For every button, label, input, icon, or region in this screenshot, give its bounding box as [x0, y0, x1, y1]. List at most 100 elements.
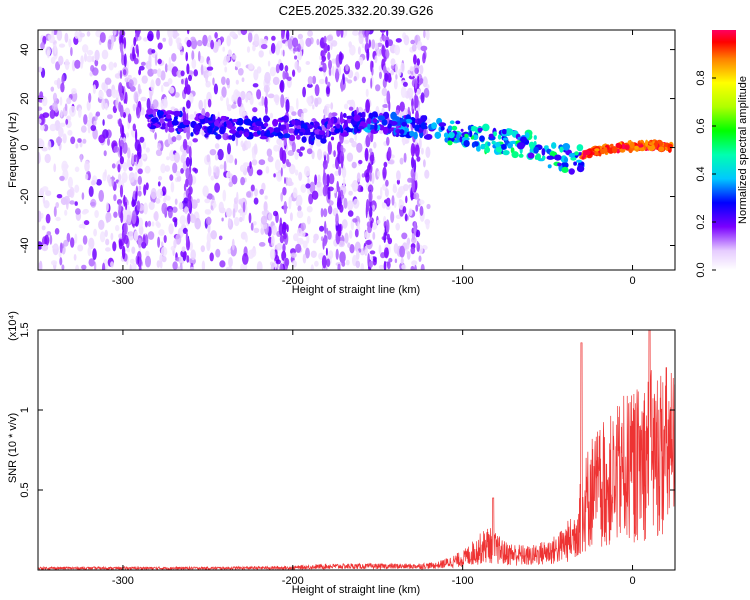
spectrogram-noise-blob: [208, 60, 212, 67]
spectrogram-signal-blob: [195, 131, 199, 135]
spectrogram-noise-blob: [358, 159, 363, 165]
snr-y-ticks: 0.5 1 1.5: [19, 322, 675, 498]
spectrogram-y-tick-label: -40: [19, 238, 31, 254]
spectrogram-noise-blob: [408, 75, 415, 80]
spectrogram-noise-blob: [51, 260, 58, 266]
spectrogram-noise-blob: [98, 189, 104, 202]
spectrogram-noise-blob: [260, 227, 265, 235]
spectrogram-noise-blob: [361, 43, 365, 48]
spectrogram-signal-blob: [393, 127, 397, 136]
spectrogram-noise-blob: [309, 181, 316, 194]
spectrogram-noise-blob: [152, 99, 159, 109]
spectrogram-noise-blob: [63, 195, 70, 205]
spectrogram-noise-blob: [369, 171, 372, 182]
spectrogram-noise-blob: [364, 249, 368, 254]
spectrogram-noise-blob: [371, 172, 375, 185]
spectrogram-noise-blob: [144, 165, 151, 174]
spectrogram-noise-blob: [279, 82, 283, 91]
spectrogram-noise-blob: [270, 235, 275, 247]
spectrogram-noise-blob: [214, 143, 220, 149]
spectrogram-signal-blob: [207, 125, 213, 134]
spectrogram-noise-blob: [173, 152, 180, 164]
spectrogram-noise-blob: [300, 222, 306, 231]
spectrogram-noise-blob: [207, 165, 212, 177]
spectrogram-noise-blob: [158, 175, 163, 181]
spectrogram-noise-blob: [149, 91, 153, 101]
colorbar-gradient: [712, 30, 736, 270]
spectrogram-noise-blob: [172, 261, 178, 270]
spectrogram-signal-blob: [296, 125, 301, 130]
spectrogram-noise-blob: [125, 201, 128, 211]
spectrogram-noise-blob: [61, 264, 65, 270]
spectrogram-noise-blob: [340, 155, 344, 169]
spectrogram-noise-blob: [155, 198, 161, 204]
spectrogram-noise-blob: [39, 260, 43, 270]
spectrogram-noise-blob: [360, 263, 365, 270]
spectrogram-signal-blob: [576, 165, 585, 173]
snr-x-tick-label: 0: [629, 575, 635, 587]
spectrogram-noise-blob: [356, 250, 360, 261]
spectrogram-noise-blob: [55, 202, 59, 208]
spectrogram-signal-blob: [207, 120, 214, 124]
spectrogram-noise-blob: [173, 239, 177, 249]
spectrogram-noise-blob: [209, 252, 214, 262]
spectrogram-noise-blob: [119, 104, 124, 118]
spectrogram-noise-blob: [206, 66, 214, 71]
spectrogram-noise-blob: [273, 144, 280, 152]
spectrogram-signal-blob: [647, 144, 656, 151]
spectrogram-noise-blob: [141, 75, 148, 84]
spectrogram-noise-blob: [383, 97, 388, 104]
spectrogram-signal-blob: [423, 134, 432, 140]
spectrogram-noise-blob: [107, 114, 113, 120]
spectrogram-signal-blob: [346, 115, 354, 120]
spectrogram-noise-blob: [338, 190, 341, 199]
spectrogram-noise-blob: [131, 199, 136, 208]
spectrogram-noise-blob: [69, 186, 75, 199]
spectrogram-noise-blob: [264, 195, 268, 200]
spectrogram-noise-blob: [398, 199, 405, 210]
spectrogram-signal-blob: [273, 127, 281, 133]
spectrogram-noise-blob: [333, 150, 336, 158]
spectrogram-noise-blob: [64, 209, 68, 216]
spectrogram-signal-blob: [173, 116, 178, 120]
spectrogram-noise-blob: [368, 191, 373, 203]
spectrogram-noise-blob: [77, 107, 82, 118]
spectrogram-noise-blob: [404, 213, 408, 222]
spectrogram-signal-blob: [171, 119, 179, 126]
spectrogram-noise-blob: [87, 123, 91, 134]
spectrogram-noise-blob: [191, 50, 195, 61]
spectrogram-signal-blob: [443, 132, 449, 138]
spectrogram-noise-blob: [252, 221, 257, 226]
spectrogram-noise-blob: [160, 70, 166, 81]
spectrogram-noise-blob: [137, 175, 142, 185]
spectrogram-noise-blob: [263, 201, 268, 213]
spectrogram-noise-blob: [42, 196, 46, 204]
spectrogram-noise-blob: [261, 95, 265, 106]
spectrogram-noise-blob: [399, 245, 405, 258]
spectrogram-noise-blob: [74, 201, 78, 206]
spectrogram-noise-blob: [250, 222, 254, 231]
spectrogram-noise-blob: [416, 240, 419, 249]
snr-x-ticks: -300 -200 -100 0: [112, 330, 636, 587]
spectrogram-noise-blob: [364, 147, 369, 162]
spectrogram-signal-blob: [326, 129, 330, 138]
spectrogram-signal-blob: [220, 115, 226, 121]
spectrogram-noise-blob: [413, 159, 417, 173]
spectrogram-noise-blob: [395, 73, 398, 80]
spectrogram-noise-blob: [146, 98, 151, 110]
spectrogram-noise-blob: [387, 72, 392, 83]
spectrogram-noise-blob: [396, 170, 401, 181]
spectrogram-noise-blob: [402, 137, 406, 146]
spectrogram-noise-blob: [192, 138, 198, 143]
spectrogram-noise-blob: [343, 197, 348, 209]
spectrogram-noise-blob: [104, 229, 108, 238]
spectrogram-noise-blob: [367, 164, 370, 174]
spectrogram-noise-blob: [269, 248, 276, 260]
spectrogram-noise-blob: [365, 30, 369, 44]
spectrogram-noise-blob: [343, 139, 350, 144]
spectrogram-signal-blob: [214, 119, 219, 127]
spectrogram-noise-blob: [414, 144, 420, 158]
spectrogram-noise-blob: [423, 159, 426, 168]
spectrogram-noise-blob: [240, 90, 246, 101]
